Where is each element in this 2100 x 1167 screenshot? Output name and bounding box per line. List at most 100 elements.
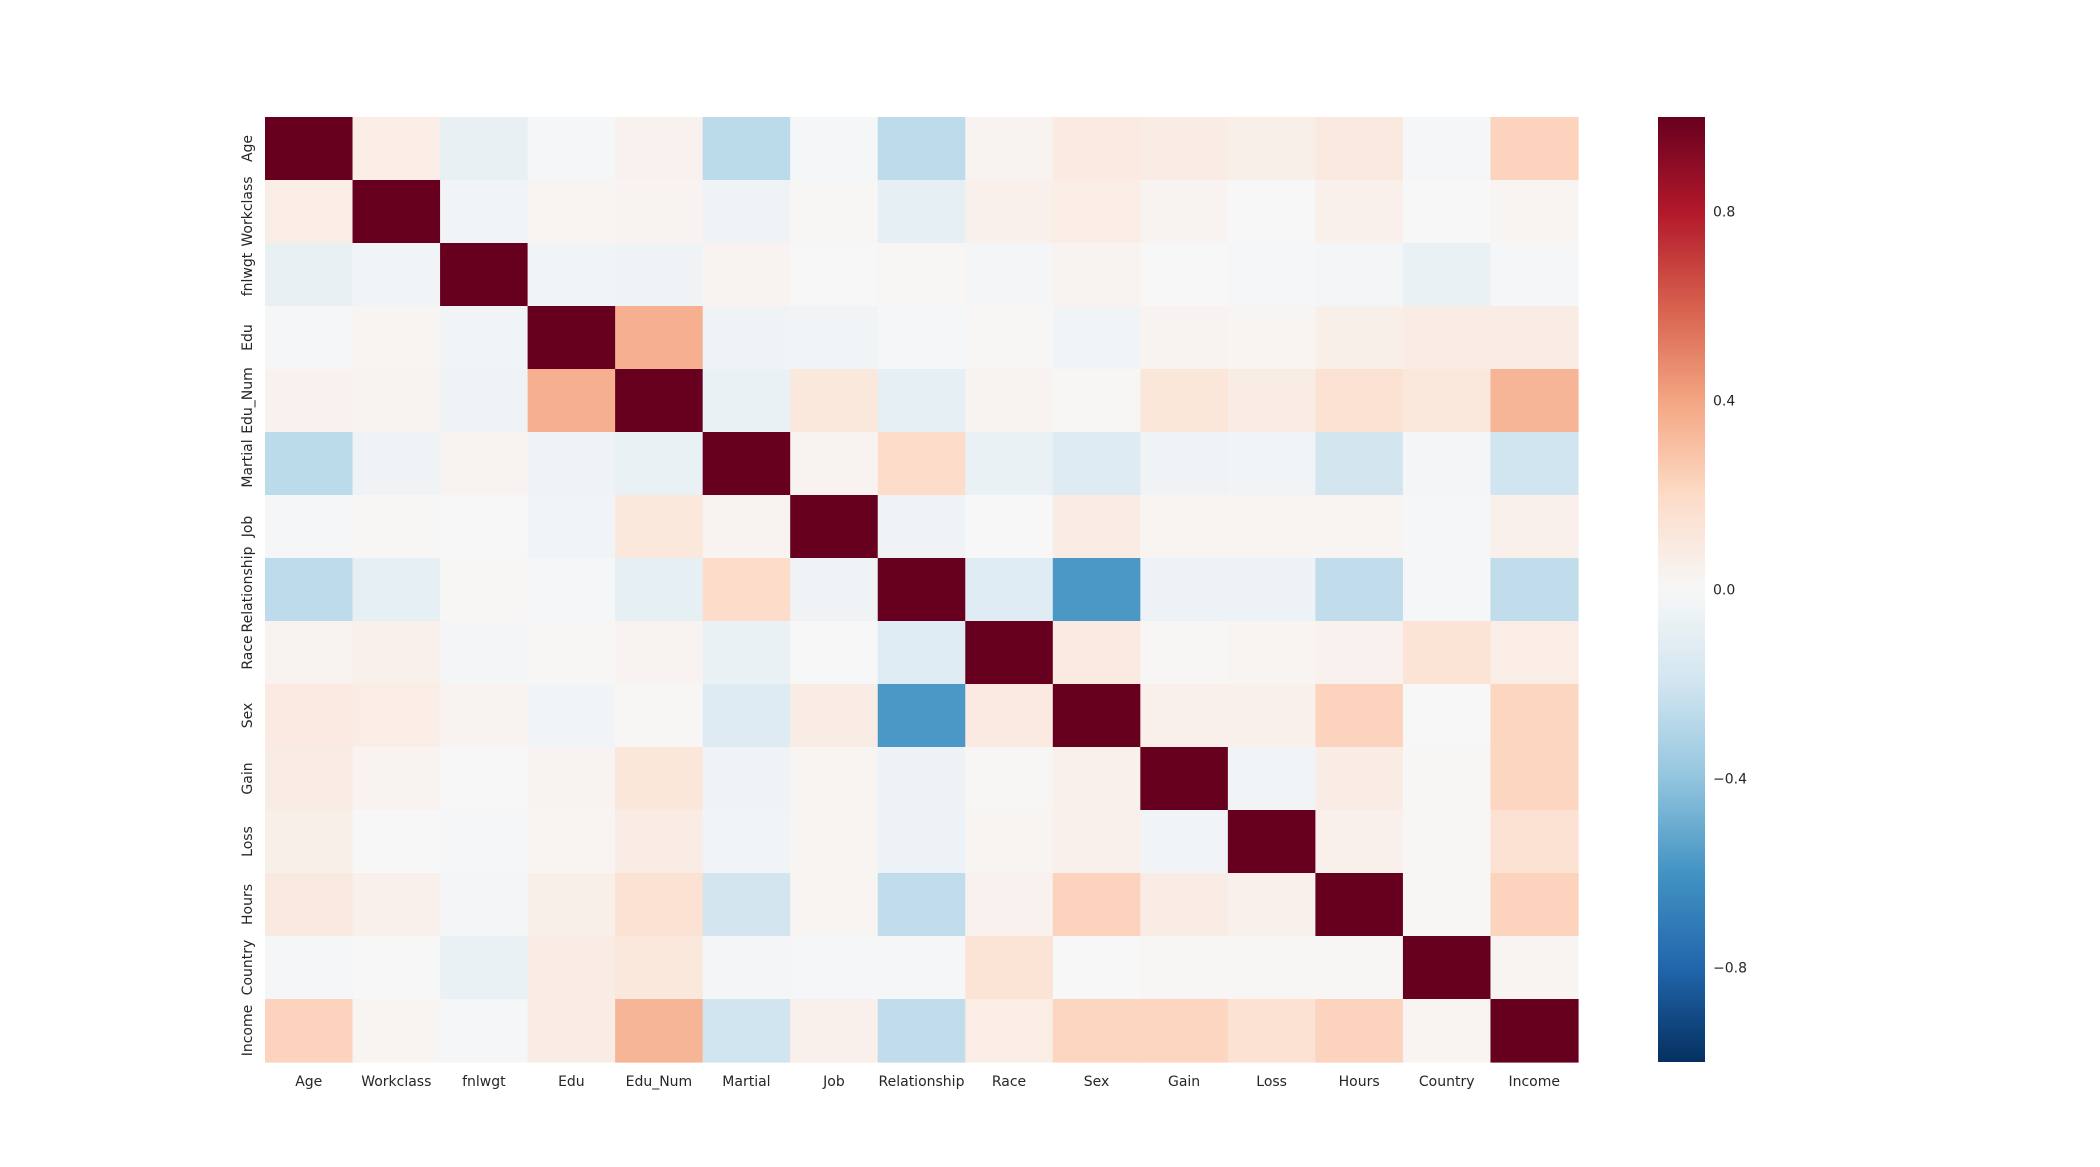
y-tick-label-edu: Edu (240, 324, 256, 351)
heat-cell-hours-loss (1227, 873, 1316, 937)
colorbar-tick-label: 0.0 (1713, 583, 1735, 599)
heat-cell-loss-hours (1315, 810, 1404, 874)
heat-cell-gain-sex (1052, 747, 1141, 811)
heat-cell-age-edu-num (615, 117, 704, 181)
heat-cell-income-workclass (352, 999, 441, 1063)
heat-cell-fnlwgt-martial (702, 243, 791, 307)
heat-cell-loss-gain (1140, 810, 1229, 874)
heat-cell-loss-age (265, 810, 354, 874)
heat-cell-race-martial (702, 621, 791, 685)
heat-cell-fnlwgt-race (965, 243, 1054, 307)
colorbar-tick-label: −0.4 (1713, 772, 1747, 788)
heat-cell-workclass-fnlwgt (440, 180, 529, 244)
heat-cell-fnlwgt-edu (527, 243, 616, 307)
heat-cell-edu-num-job (790, 369, 879, 433)
heat-cell-race-loss (1227, 621, 1316, 685)
heat-cell-relationship-race (965, 558, 1054, 622)
heat-cell-country-gain (1140, 936, 1229, 1000)
heat-cell-relationship-hours (1315, 558, 1404, 622)
y-axis-tick-labels: Age Workclass fnlwgt Edu Edu_Num Martial Job Re… (240, 135, 256, 1056)
heat-cell-loss-workclass (352, 810, 441, 874)
heat-cell-relationship-fnlwgt (440, 558, 529, 622)
heat-cell-country-age (265, 936, 354, 1000)
heat-cell-loss-country (1402, 810, 1492, 874)
heat-cell-sex-gain (1140, 684, 1229, 748)
heat-cell-edu-hours (1315, 306, 1404, 370)
heat-cell-workclass-martial (702, 180, 791, 244)
heat-cell-sex-edu-num (615, 684, 704, 748)
heat-cell-edu-income (1490, 306, 1579, 370)
heat-cell-fnlwgt-sex (1052, 243, 1141, 307)
heat-cell-income-hours (1315, 999, 1404, 1063)
heat-cell-edu-num-loss (1227, 369, 1316, 433)
heat-cell-income-sex (1052, 999, 1141, 1063)
heat-cell-job-race (965, 495, 1054, 559)
heat-cell-sex-fnlwgt (440, 684, 529, 748)
heat-cell-martial-country (1402, 432, 1492, 496)
heat-cell-hours-job (790, 873, 879, 937)
heat-cell-race-fnlwgt (440, 621, 529, 685)
heat-cell-job-job (790, 495, 879, 559)
heat-cell-country-country (1402, 936, 1492, 1000)
y-tick-label-relationship: Relationship (240, 546, 256, 632)
heat-cell-job-loss (1227, 495, 1316, 559)
heat-cell-race-edu (527, 621, 616, 685)
heat-cell-income-relationship (877, 999, 966, 1063)
heat-cell-gain-age (265, 747, 354, 811)
heat-cell-country-edu (527, 936, 616, 1000)
heat-cell-income-race (965, 999, 1054, 1063)
heat-cell-edu-num-country (1402, 369, 1492, 433)
heat-cell-gain-workclass (352, 747, 441, 811)
heat-cell-income-loss (1227, 999, 1316, 1063)
heat-cell-race-job (790, 621, 879, 685)
heat-cell-fnlwgt-income (1490, 243, 1579, 307)
colorbar: 0.8 0.4 0.0 −0.4 −0.8 (1658, 117, 1747, 1062)
heat-cell-relationship-relationship (877, 558, 966, 622)
heat-cell-age-gain (1140, 117, 1229, 181)
heat-cell-loss-edu (527, 810, 616, 874)
heat-cell-race-relationship (877, 621, 966, 685)
heat-cell-loss-martial (702, 810, 791, 874)
heat-cell-edu-race (965, 306, 1054, 370)
heat-cell-workclass-gain (1140, 180, 1229, 244)
heat-cell-income-gain (1140, 999, 1229, 1063)
heat-cell-income-fnlwgt (440, 999, 529, 1063)
heat-cell-country-workclass (352, 936, 441, 1000)
heat-cell-sex-country (1402, 684, 1492, 748)
heat-cell-hours-hours (1315, 873, 1404, 937)
heat-cell-gain-loss (1227, 747, 1316, 811)
x-tick-label-workclass: Workclass (361, 1074, 431, 1090)
heat-cell-workclass-job (790, 180, 879, 244)
heat-cell-workclass-edu (527, 180, 616, 244)
x-tick-label-edu-num: Edu_Num (626, 1074, 693, 1090)
heat-cell-edu-edu-num (615, 306, 704, 370)
heat-cell-workclass-edu-num (615, 180, 704, 244)
heat-cell-gain-relationship (877, 747, 966, 811)
heat-cell-edu-num-sex (1052, 369, 1141, 433)
heat-cell-gain-edu (527, 747, 616, 811)
heat-cell-workclass-relationship (877, 180, 966, 244)
heat-cell-workclass-income (1490, 180, 1579, 244)
heat-cell-loss-income (1490, 810, 1579, 874)
heat-cell-workclass-workclass (352, 180, 441, 244)
heat-cell-age-age (265, 117, 354, 181)
heat-cell-edu-num-martial (702, 369, 791, 433)
heat-cell-sex-relationship (877, 684, 966, 748)
heat-cell-country-hours (1315, 936, 1404, 1000)
y-tick-label-income: Income (240, 1005, 256, 1057)
heat-cell-country-loss (1227, 936, 1316, 1000)
heat-cell-race-age (265, 621, 354, 685)
x-axis-tick-labels: Age Workclass fnlwgt Edu Edu_Num Martial Job Re… (295, 1074, 1560, 1090)
heat-cell-edu-gain (1140, 306, 1229, 370)
heatmap-cells (265, 117, 1579, 1063)
heat-cell-income-age (265, 999, 354, 1063)
heat-cell-income-job (790, 999, 879, 1063)
heat-cell-income-country (1402, 999, 1492, 1063)
heat-cell-sex-hours (1315, 684, 1404, 748)
heat-cell-relationship-edu-num (615, 558, 704, 622)
heat-cell-hours-sex (1052, 873, 1141, 937)
heat-cell-sex-sex (1052, 684, 1141, 748)
heat-cell-relationship-age (265, 558, 354, 622)
heat-cell-sex-edu (527, 684, 616, 748)
